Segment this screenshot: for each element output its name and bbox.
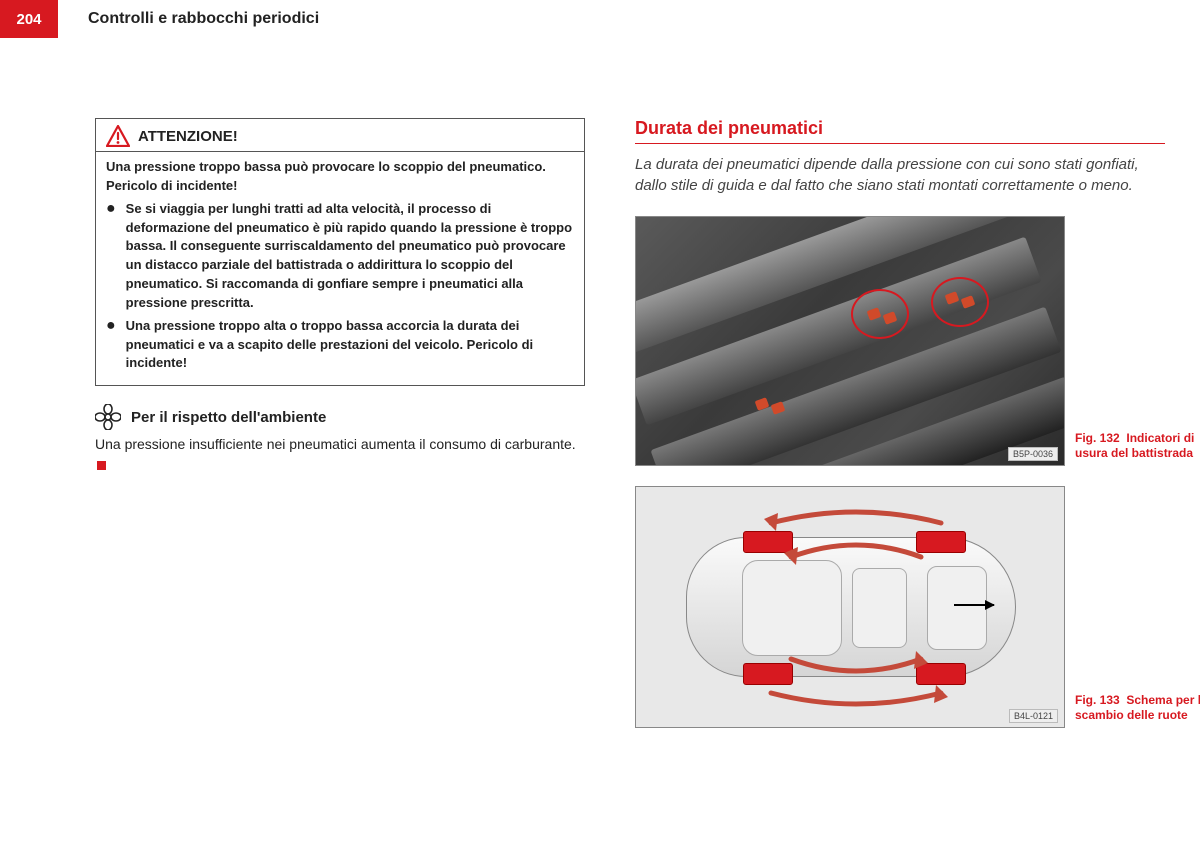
rotation-arrows-icon [636,487,1065,728]
figure-133-image: B4L-0121 [635,486,1065,728]
right-column: Durata dei pneumatici La durata dei pneu… [635,118,1165,748]
highlight-circle-icon [851,289,909,339]
left-column: ATTENZIONE! Una pressione troppo bassa p… [95,118,585,748]
environment-body: Una pressione insufficiente nei pneumati… [95,434,585,475]
warning-bullet-2: ● Una pressione troppo alta o troppo bas… [106,317,574,378]
bullet-icon: ● [106,317,116,378]
environment-text: Una pressione insufficiente nei pneumati… [95,436,576,452]
figure-code: B4L-0121 [1009,709,1058,723]
header-title: Controlli e rabbocchi periodici [88,10,319,28]
end-marker-icon [97,461,106,470]
warning-header: ATTENZIONE! [96,119,584,152]
section-title: Durata dei pneumatici [635,118,1165,139]
section-rule [635,143,1165,144]
warning-body: Una pressione troppo bassa può provocare… [96,152,584,385]
content-area: ATTENZIONE! Una pressione troppo bassa p… [0,38,1200,748]
warning-bullet-1-text: Se si viaggia per lunghi tratti ad alta … [126,201,572,310]
environment-title: Per il rispetto dell'ambiente [131,409,326,426]
warning-intro: Una pressione troppo bassa può provocare… [106,158,574,196]
figure-code: B5P-0036 [1008,447,1058,461]
figure-132-caption: Fig. 132 Indicatori di usura del battist… [1075,431,1200,462]
figure-132: B5P-0036 Fig. 132 Indicatori di usura de… [635,216,1165,466]
figure-132-image: B5P-0036 [635,216,1065,466]
page-header: 204 Controlli e rabbocchi periodici [0,0,1200,38]
warning-box: ATTENZIONE! Una pressione troppo bassa p… [95,118,585,386]
page-number: 204 [0,0,58,38]
environment-header: Per il rispetto dell'ambiente [95,404,585,430]
figure-133-caption: Fig. 133 Schema per lo scambio delle ruo… [1075,693,1200,724]
environment-section: Per il rispetto dell'ambiente Una pressi… [95,404,585,475]
direction-arrow-icon [954,604,994,606]
figure-133: B4L-0121 Fig. 133 Schema per lo scambio … [635,486,1165,728]
flower-icon [95,404,121,430]
warning-bullet-1: ● Se si viaggia per lunghi tratti ad alt… [106,200,574,317]
section-intro: La durata dei pneumatici dipende dalla p… [635,154,1165,196]
bullet-icon: ● [106,200,116,317]
figure-label: Fig. 132 [1075,431,1120,445]
warning-bullet-2-text: Una pressione troppo alta o troppo bassa… [126,318,533,371]
highlight-circle-icon [931,277,989,327]
figure-label: Fig. 133 [1075,693,1120,707]
warning-title: ATTENZIONE! [138,128,238,145]
warning-triangle-icon [106,125,130,147]
